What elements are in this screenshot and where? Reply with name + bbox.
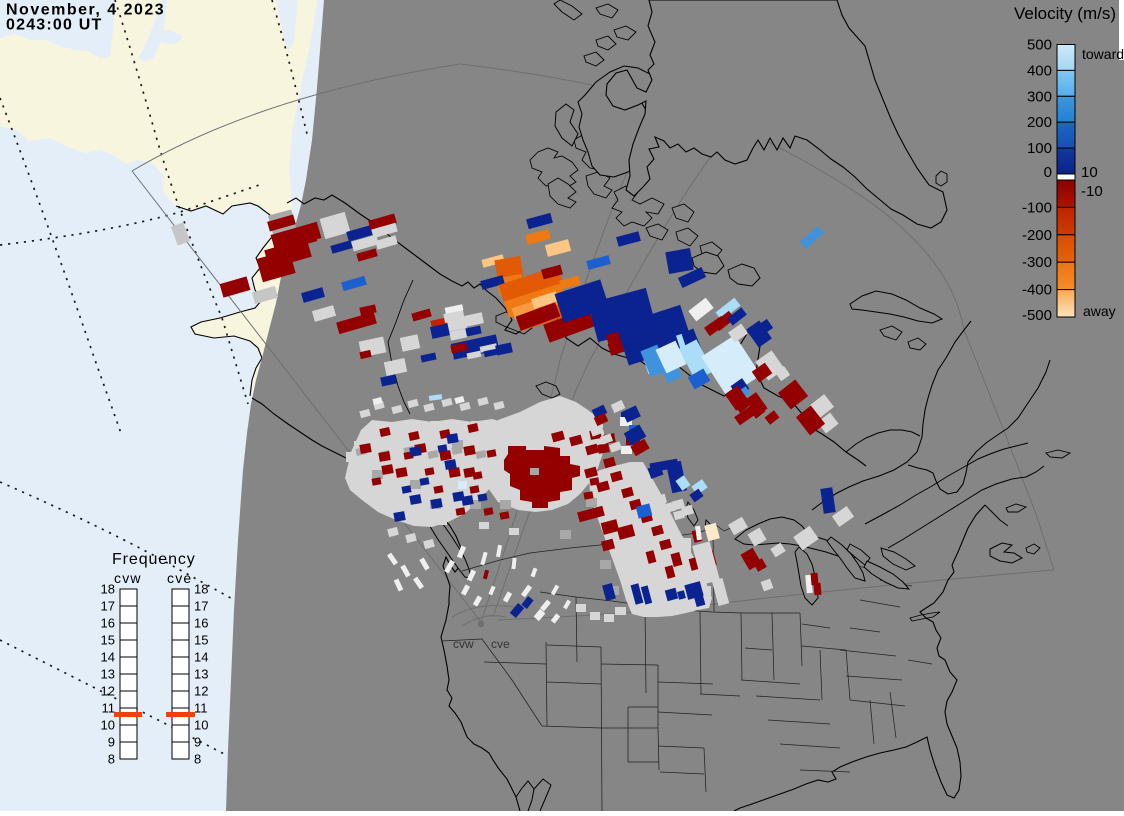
svg-text:-100: -100 [1022,199,1052,216]
svg-text:100: 100 [1027,140,1052,157]
svg-text:17: 17 [101,599,115,614]
svg-text:14: 14 [194,650,208,665]
svg-text:10: 10 [101,718,115,733]
svg-text:-200: -200 [1022,227,1052,244]
svg-text:-400: -400 [1022,282,1052,299]
svg-text:16: 16 [101,616,115,631]
svg-text:15: 15 [101,633,115,648]
svg-text:12: 12 [194,684,208,699]
svg-text:13: 13 [194,667,208,682]
svg-text:Frequency: Frequency [112,551,196,568]
svg-text:0: 0 [1044,164,1052,181]
svg-text:cvw: cvw [114,570,142,586]
svg-text:away: away [1083,303,1116,319]
svg-text:Velocity (m/s): Velocity (m/s) [1014,4,1116,23]
svg-text:cve: cve [491,637,510,651]
svg-text:cve: cve [167,570,192,586]
svg-text:8: 8 [194,752,201,767]
svg-text:15: 15 [194,633,208,648]
svg-text:10: 10 [194,718,208,733]
svg-text:13: 13 [101,667,115,682]
svg-text:November, 4 2023: November, 4 2023 [6,2,165,19]
svg-text:16: 16 [194,616,208,631]
svg-text:8: 8 [108,752,115,767]
svg-text:toward: toward [1082,46,1124,62]
svg-text:10: 10 [1081,164,1098,181]
svg-text:11: 11 [194,701,208,716]
svg-text:400: 400 [1027,62,1052,79]
svg-text:18: 18 [101,582,115,597]
svg-text:0243:00 UT: 0243:00 UT [6,17,103,34]
svg-text:cvw: cvw [453,637,474,651]
svg-text:-300: -300 [1022,254,1052,271]
svg-text:14: 14 [101,650,115,665]
svg-text:-10: -10 [1081,183,1103,200]
svg-text:12: 12 [101,684,115,699]
svg-text:9: 9 [108,735,115,750]
svg-text:9: 9 [194,735,201,750]
svg-text:-500: -500 [1022,307,1052,324]
svg-text:17: 17 [194,599,208,614]
svg-text:11: 11 [102,701,116,716]
svg-text:200: 200 [1027,114,1052,131]
svg-text:500: 500 [1027,37,1052,54]
svg-text:18: 18 [194,582,208,597]
svg-text:300: 300 [1027,88,1052,105]
